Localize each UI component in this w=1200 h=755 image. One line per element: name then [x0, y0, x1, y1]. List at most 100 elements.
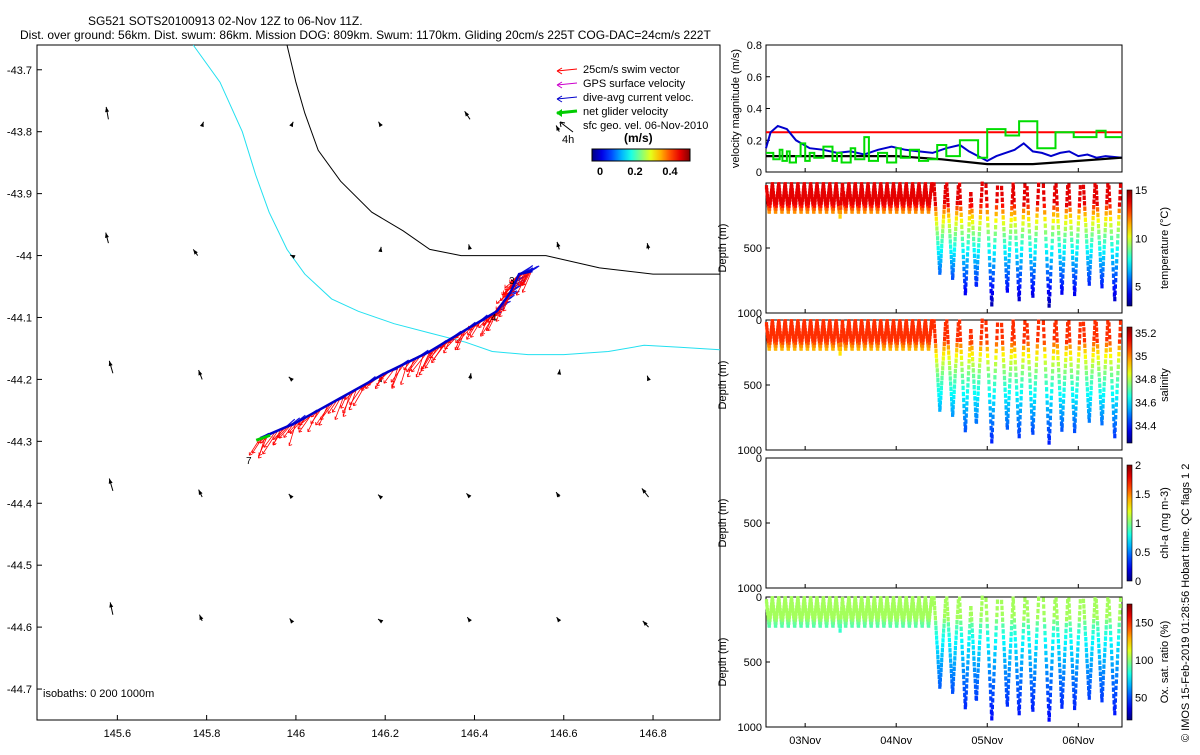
sample-mark [1049, 409, 1052, 413]
sample-mark [1097, 224, 1100, 228]
sample-mark [1052, 343, 1055, 347]
sample-mark [1012, 606, 1015, 610]
sample-mark [958, 189, 961, 193]
sample-mark [1016, 681, 1019, 685]
sample-mark [1067, 597, 1070, 601]
colorbar-tick-label: 2 [1135, 460, 1141, 472]
sample-mark [978, 358, 981, 362]
sample-mark [934, 349, 937, 353]
sample-mark [995, 619, 998, 623]
sample-mark [1114, 409, 1117, 413]
sample-mark [971, 351, 974, 355]
sample-mark [1077, 358, 1080, 362]
colorbar-tick-label: 0.5 [1135, 547, 1150, 559]
sample-mark [1048, 713, 1051, 717]
sample-mark [936, 373, 939, 377]
sample-mark [1027, 342, 1030, 346]
sample-mark [1077, 352, 1080, 356]
sample-mark [1110, 229, 1113, 233]
sample-mark [1034, 375, 1037, 379]
sample-mark [947, 203, 950, 207]
sample-mark [980, 198, 983, 202]
sample-mark [947, 350, 950, 354]
sample-mark [1020, 240, 1023, 244]
sample-mark [1096, 207, 1099, 211]
sample-mark [979, 215, 982, 219]
sample-mark [1049, 679, 1052, 683]
legend-label-swim-vector: 25cm/s swim vector [583, 64, 680, 76]
sample-mark [1034, 381, 1037, 385]
sample-mark [991, 434, 994, 438]
sample-mark [1036, 609, 1039, 613]
colorbar-label: chl-a (mg m-3) [1159, 487, 1171, 559]
sample-mark [991, 297, 994, 301]
sample-mark [1027, 631, 1030, 635]
sample-mark [1112, 267, 1115, 271]
sample-mark [1068, 195, 1071, 199]
sample-mark [1098, 383, 1101, 387]
sample-mark [1098, 649, 1101, 653]
sample-mark [1099, 395, 1102, 399]
sample-mark [1078, 605, 1081, 609]
sample-mark [987, 236, 990, 240]
sample-mark [965, 407, 968, 411]
sample-mark [1035, 627, 1038, 631]
sample-mark [1058, 663, 1061, 667]
sample-mark [1063, 233, 1066, 237]
sample-mark [970, 346, 973, 350]
sample-mark [1049, 272, 1052, 276]
colorbar-tick-label: 1 [1135, 518, 1141, 530]
sample-mark [1102, 676, 1105, 680]
sample-mark [1014, 650, 1017, 654]
sample-mark [946, 198, 949, 202]
sample-mark [1052, 206, 1055, 210]
sample-mark [960, 362, 963, 366]
sample-mark [956, 338, 959, 342]
sample-mark [1000, 186, 1003, 190]
sample-mark [933, 182, 936, 186]
sample-mark [1118, 346, 1121, 350]
sample-mark [1003, 245, 1006, 249]
sample-mark [1102, 256, 1105, 260]
sample-mark [1044, 361, 1047, 365]
sample-mark [1062, 394, 1065, 398]
sample-mark [966, 246, 969, 250]
sample-mark [1058, 380, 1061, 384]
sample-mark [1090, 249, 1093, 253]
sample-mark [1095, 604, 1098, 608]
sample-mark [1046, 270, 1049, 274]
sample-mark [991, 692, 994, 696]
sample-mark [1022, 209, 1025, 213]
sample-mark [936, 241, 939, 245]
sample-mark [948, 638, 951, 642]
sample-mark [1043, 624, 1046, 628]
section-y-tick-label: 0 [756, 453, 762, 465]
map-x-tick-label: 145.6 [104, 728, 132, 740]
sample-mark [1085, 642, 1088, 646]
sample-mark [1103, 234, 1106, 238]
sample-mark [952, 672, 955, 676]
sample-mark [985, 617, 988, 621]
sample-mark [1110, 379, 1113, 383]
sample-mark [988, 386, 991, 390]
sample-mark [977, 663, 980, 667]
sample-mark [1007, 271, 1010, 275]
sample-mark [1084, 632, 1087, 636]
sample-mark [954, 364, 957, 368]
sample-mark [1008, 390, 1011, 394]
sample-mark [1109, 637, 1112, 641]
sample-mark [978, 646, 981, 650]
sample-mark [973, 391, 976, 395]
sample-mark [1015, 669, 1018, 673]
sample-mark [1076, 245, 1079, 249]
sample-mark [993, 245, 996, 249]
colorbar-tick-label: 150 [1135, 618, 1153, 630]
sample-mark [1042, 611, 1045, 615]
sample-mark [1083, 615, 1086, 619]
sample-mark [1058, 386, 1061, 390]
sample-mark [1032, 701, 1035, 705]
sample-mark [949, 658, 952, 662]
sample-mark [1071, 256, 1074, 260]
sample-mark [955, 348, 958, 352]
